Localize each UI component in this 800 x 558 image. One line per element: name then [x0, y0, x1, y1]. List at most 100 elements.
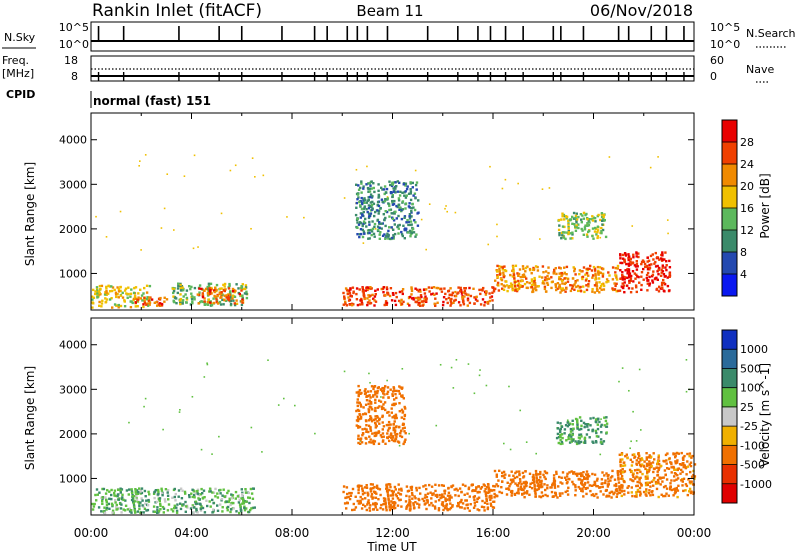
scatter-speck	[105, 236, 108, 238]
scatter-speck	[206, 363, 209, 366]
range-cell	[629, 478, 632, 481]
range-cell	[638, 281, 641, 284]
range-cell	[94, 290, 97, 293]
range-cell	[644, 467, 647, 471]
range-cell	[394, 488, 397, 491]
range-cell	[539, 476, 542, 479]
range-cell	[105, 499, 108, 502]
range-cell	[117, 498, 120, 501]
range-cell	[422, 485, 425, 488]
range-cell	[621, 286, 624, 289]
range-cell	[365, 508, 368, 512]
range-cell	[244, 284, 248, 287]
range-cell	[533, 485, 536, 488]
range-cell	[608, 274, 611, 277]
range-cell	[104, 492, 108, 495]
range-cell	[94, 292, 97, 296]
range-cell	[455, 487, 458, 491]
range-cell	[556, 287, 559, 290]
range-cell	[643, 460, 646, 463]
range-cell	[100, 510, 103, 513]
range-cell	[516, 288, 519, 291]
range-cell	[656, 264, 659, 268]
range-cell	[126, 508, 130, 511]
range-cell	[368, 220, 371, 224]
range-cell	[516, 475, 519, 479]
range-cell	[551, 280, 554, 283]
range-cell	[575, 226, 578, 229]
range-cell	[238, 503, 242, 506]
range-cell	[410, 488, 413, 492]
range-cell	[648, 282, 651, 285]
range-cell	[412, 231, 416, 234]
range-cell	[502, 275, 505, 279]
range-cell	[394, 291, 398, 295]
range-cell	[559, 427, 562, 431]
range-cell	[400, 298, 403, 302]
range-cell	[597, 277, 601, 280]
velocity-colorbar-label: Velocity [m s^-1]	[758, 363, 772, 467]
range-cell	[199, 509, 203, 512]
range-cell	[376, 209, 379, 212]
range-cell	[619, 257, 622, 260]
range-cell	[219, 492, 222, 495]
range-cell	[364, 217, 367, 221]
range-cell	[363, 295, 366, 298]
range-cell	[498, 267, 501, 271]
range-cell	[566, 489, 569, 493]
range-cell	[143, 507, 147, 510]
range-cell	[660, 464, 663, 468]
range-cell	[618, 491, 622, 495]
range-cell	[357, 184, 360, 187]
range-cell	[574, 280, 577, 283]
range-cell	[379, 493, 382, 497]
range-cell	[398, 290, 402, 294]
range-cell	[232, 501, 235, 505]
range-cell	[220, 287, 223, 290]
range-cell	[362, 199, 365, 203]
range-cell	[628, 279, 631, 283]
range-cell	[369, 429, 373, 432]
range-cell	[652, 479, 655, 482]
range-cell	[418, 498, 421, 502]
range-cell	[437, 484, 441, 487]
range-cell	[221, 510, 224, 513]
range-cell	[410, 286, 413, 289]
range-cell	[357, 434, 360, 437]
range-cell	[641, 458, 644, 461]
range-cell	[693, 463, 697, 466]
range-cell	[483, 509, 486, 512]
range-cell	[364, 442, 368, 445]
range-cell	[503, 265, 506, 268]
range-cell	[245, 292, 248, 296]
range-cell	[654, 480, 658, 484]
range-cell	[521, 265, 525, 268]
range-cell	[496, 274, 499, 277]
range-cell	[373, 225, 376, 229]
range-cell	[556, 421, 559, 424]
range-cell	[674, 468, 677, 471]
range-cell	[410, 231, 414, 235]
range-cell	[566, 277, 570, 280]
range-cell	[616, 264, 620, 268]
range-cell	[485, 499, 488, 502]
range-cell	[569, 232, 572, 235]
range-cell	[567, 222, 570, 225]
range-cell	[641, 259, 645, 262]
range-cell	[597, 269, 600, 273]
range-cell	[428, 503, 431, 507]
range-cell	[352, 502, 355, 506]
range-cell	[593, 480, 596, 484]
range-cell	[104, 297, 107, 300]
range-cell	[105, 506, 109, 510]
range-cell	[225, 500, 228, 503]
range-cell	[182, 289, 185, 292]
range-cell	[368, 435, 371, 438]
range-cell	[345, 486, 349, 489]
range-cell	[581, 277, 584, 281]
range-cell	[651, 461, 655, 464]
range-cell	[674, 491, 677, 494]
range-cell	[193, 286, 197, 290]
range-cell	[463, 289, 467, 293]
range-cell	[620, 494, 623, 498]
